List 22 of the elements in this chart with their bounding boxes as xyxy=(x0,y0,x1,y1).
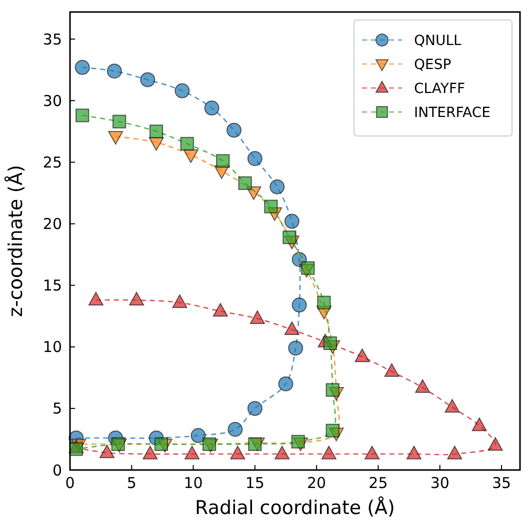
x-axis-title: Radial coordinate (Å) xyxy=(195,496,395,519)
legend-label: INTERFACE xyxy=(414,104,490,121)
y-tick-label: 5 xyxy=(52,400,62,418)
legend-label: CLAYFF xyxy=(414,80,466,97)
x-tick-label: 30 xyxy=(430,474,450,492)
x-tick-label: 0 xyxy=(65,474,75,492)
y-tick-label: 30 xyxy=(42,92,62,110)
x-tick-label: 25 xyxy=(368,474,388,492)
y-tick-label: 0 xyxy=(52,461,62,480)
x-tick-label: 15 xyxy=(245,474,264,492)
x-tick-label: 20 xyxy=(307,474,326,492)
legend-label: QNULL xyxy=(414,32,462,49)
y-tick-label: 25 xyxy=(42,153,62,172)
y-tick-label: 15 xyxy=(42,276,62,295)
x-tick-label: 5 xyxy=(126,474,136,492)
y-tick-label: 10 xyxy=(42,338,62,356)
x-tick-label: 35 xyxy=(492,474,512,492)
y-axis-title: z-coordinate (Å) xyxy=(4,164,27,318)
legend-label: QESP xyxy=(414,56,452,73)
y-tick-label: 35 xyxy=(42,30,62,48)
y-tick-label: 20 xyxy=(42,215,62,234)
x-tick-label: 10 xyxy=(184,474,203,492)
